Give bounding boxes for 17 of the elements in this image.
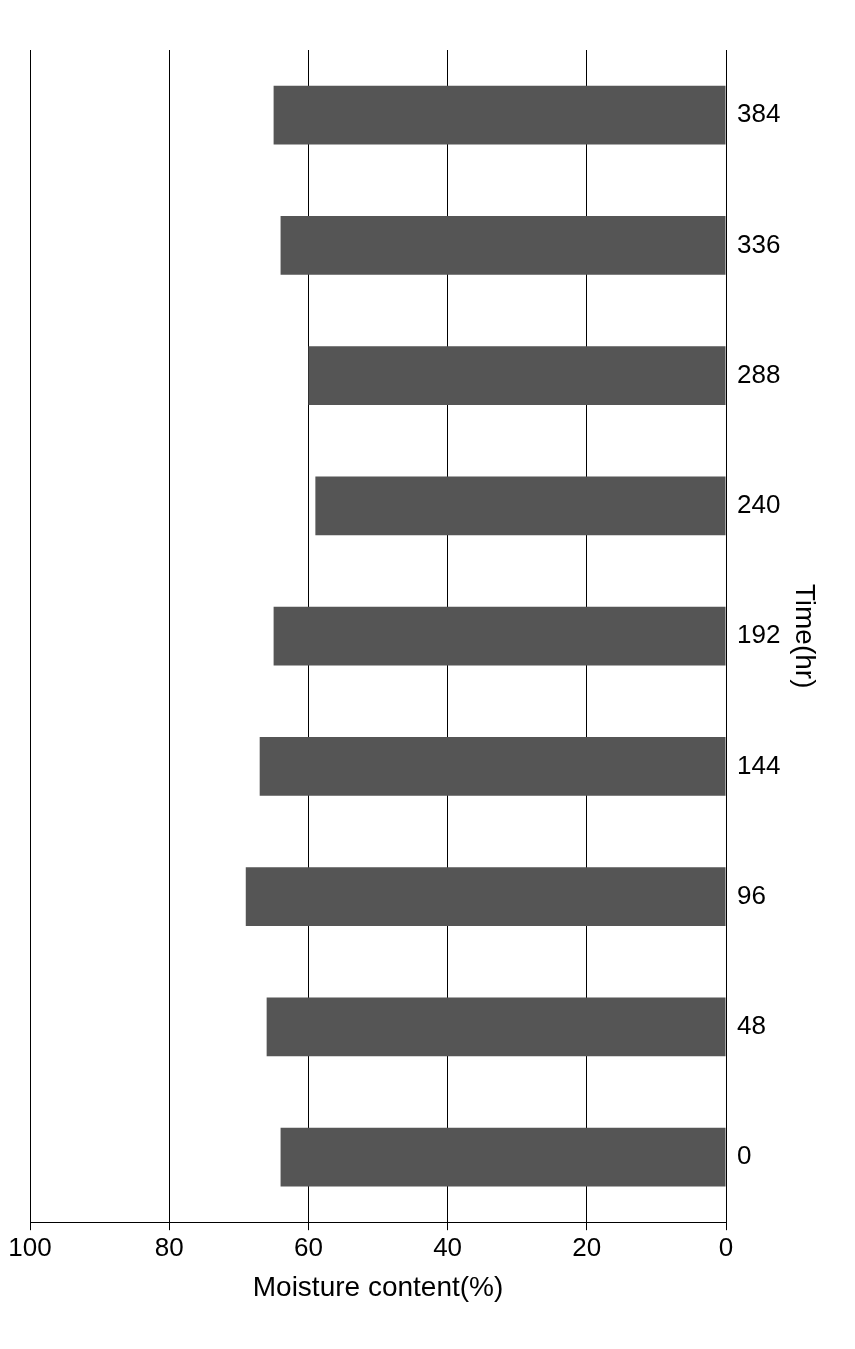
x-tick-label: 0: [718, 1231, 734, 1262]
x-tick-label: 80: [154, 1231, 184, 1262]
y-tick-label: 48: [737, 1010, 766, 1041]
y-tick-label: 0: [737, 1140, 752, 1171]
y-tick-label: 384: [737, 98, 781, 129]
y-tick-label: 336: [737, 228, 781, 259]
x-axis-title: Moisture content(%): [252, 1270, 504, 1302]
y-tick-label: 144: [737, 749, 781, 780]
y-axis-title: Time(hr): [790, 583, 822, 689]
x-tick-label: 60: [293, 1231, 323, 1262]
y-tick-label: 96: [737, 879, 766, 910]
x-tick-label: 40: [433, 1231, 463, 1262]
x-tick-label: 20: [572, 1231, 602, 1262]
y-tick-label: 192: [737, 619, 781, 650]
y-tick-label: 288: [737, 358, 781, 389]
x-tick-label: 100: [8, 1231, 52, 1262]
y-tick-label: 240: [737, 489, 781, 520]
